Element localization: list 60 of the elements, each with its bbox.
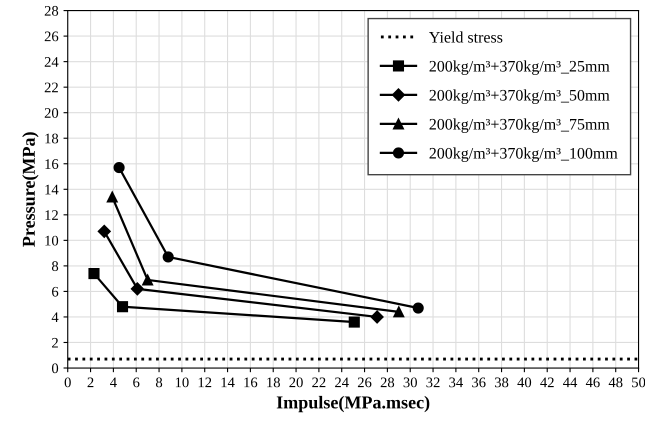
x-tick-label: 48 — [608, 377, 622, 388]
legend-label: Yield stress — [429, 31, 502, 43]
x-tick-label: 6 — [133, 378, 140, 388]
x-tick-label: 32 — [426, 378, 440, 388]
y-tick-label: 26 — [44, 32, 58, 42]
y-tick-label: 12 — [45, 210, 58, 220]
x-tick-label: 34 — [449, 378, 463, 388]
x-tick-label: 2 — [88, 378, 94, 388]
x-tick-label: 36 — [472, 378, 486, 388]
y-tick-label: 6 — [52, 286, 58, 297]
x-tick-label: 16 — [244, 378, 258, 388]
point — [142, 274, 154, 286]
x-tick-label: 42 — [540, 378, 554, 388]
point — [412, 302, 424, 314]
x-tick-label: 46 — [586, 378, 600, 388]
x-tick-label: 12 — [198, 378, 212, 388]
x-tick-label: 44 — [563, 378, 578, 388]
x-tick-label: 20 — [289, 377, 303, 388]
x-tick-label: 18 — [267, 377, 280, 388]
y-tick-label: 18 — [45, 134, 58, 144]
point — [114, 162, 125, 174]
x-tick-label: 8 — [156, 377, 162, 388]
y-axis-title: Pressure(MPa) — [22, 132, 39, 247]
y-tick-label: 16 — [45, 159, 58, 169]
point — [130, 282, 144, 296]
x-tick-label: 40 — [517, 377, 532, 388]
y-tick-label: 28 — [44, 6, 58, 16]
x-tick-label: 30 — [404, 377, 417, 388]
legend-label: 200kg/m³+370kg/m³_50mm — [430, 89, 610, 104]
x-tick-label: 38 — [494, 377, 508, 388]
x-tick-label: 26 — [358, 378, 372, 388]
y-tick-label: 8 — [52, 261, 58, 272]
point — [370, 310, 384, 324]
x-tick-label: 10 — [176, 377, 189, 388]
y-tick-label: 22 — [44, 82, 58, 92]
y-tick-label: 10 — [45, 236, 58, 246]
point — [162, 251, 174, 263]
y-tick-label: 4 — [52, 312, 58, 322]
point — [348, 316, 360, 328]
x-tick-label: 28 — [380, 377, 394, 388]
legend-label: 200kg/m³+370kg/m³_100mm — [430, 147, 618, 162]
x-tick-label: 50 — [632, 377, 645, 388]
y-tick-label: 2 — [52, 338, 58, 348]
x-tick-label: 22 — [312, 378, 326, 388]
legend-label: 200kg/m³+370kg/m³_25mm — [430, 60, 610, 75]
y-tick-label: 14 — [45, 184, 58, 194]
point — [88, 268, 100, 280]
point — [98, 224, 111, 238]
point — [106, 191, 118, 203]
x-tick-label: 24 — [335, 378, 349, 388]
x-tick-label: 14 — [222, 378, 235, 388]
y-tick-label: 24 — [44, 57, 58, 67]
x-tick-label: 4 — [110, 378, 117, 388]
legend-label: 200kg/m³+370kg/m³_75mm — [430, 118, 610, 133]
point — [393, 306, 404, 318]
x-tick-label: 0 — [64, 377, 71, 388]
point — [116, 301, 128, 312]
x-axis-title: Impulse(MPa.msec) — [276, 396, 430, 412]
y-tick-label: 0 — [52, 363, 58, 374]
y-tick-label: 20 — [44, 108, 58, 118]
